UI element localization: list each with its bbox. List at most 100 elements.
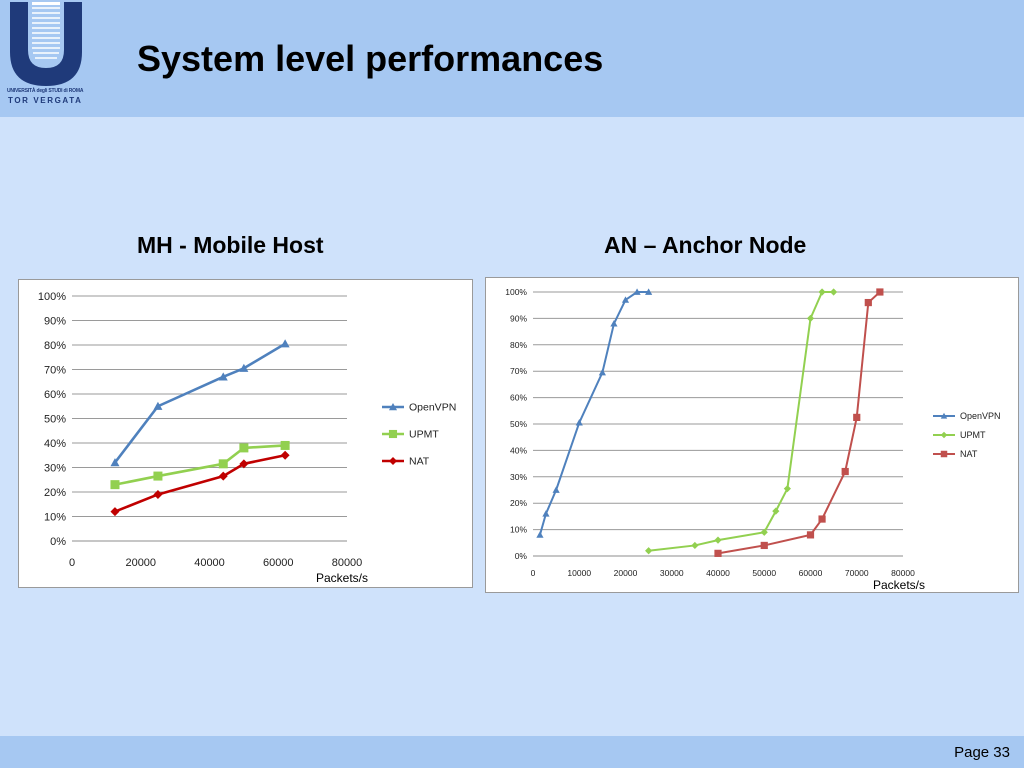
an-series-nat-point [853, 413, 861, 421]
an-series-openvpn-point [552, 486, 560, 493]
an-series-upmt-point [772, 507, 780, 515]
mh-x-tick-label: 80000 [332, 557, 363, 569]
mh-series-nat-line [114, 453, 286, 513]
an-legend-openvpn-label: OpenVPN [960, 411, 1001, 421]
an-y-tick-label: 60% [510, 393, 527, 403]
an-x-tick-label: 0 [531, 568, 536, 578]
mh-y-tick-label: 20% [44, 487, 66, 499]
an-x-tick-label: 80000 [891, 568, 915, 578]
an-y-tick-label: 30% [510, 472, 527, 482]
an-y-tick-label: 70% [510, 366, 527, 376]
an-series-nat-point [841, 467, 849, 476]
an-series-nat-point [818, 515, 826, 523]
mh-series-upmt-point [110, 480, 120, 490]
mh-y-tick-label: 30% [44, 462, 66, 474]
mh-series-openvpn-point [110, 458, 120, 467]
an-series-openvpn-point [536, 531, 544, 538]
mh-y-tick-label: 80% [44, 340, 66, 352]
an-series-nat-point [714, 549, 722, 557]
mh-x-tick-label: 40000 [194, 557, 225, 569]
an-series-openvpn-line [538, 291, 649, 536]
mh-series-nat-point [110, 507, 120, 517]
an-y-tick-label: 40% [510, 445, 527, 455]
an-y-tick-label: 90% [510, 313, 527, 323]
mh-x-tick-label: 0 [69, 557, 75, 569]
an-series-openvpn-point [598, 368, 606, 376]
an-series-nat-point [864, 298, 872, 307]
mh-y-tick-label: 100% [38, 291, 66, 303]
an-legend-openvpn-marker [940, 412, 948, 419]
mh-series-upmt-line [114, 444, 286, 486]
an-x-tick-label: 30000 [660, 568, 684, 578]
an-legend-upmt-label: UPMT [960, 430, 986, 440]
mh-y-tick-label: 50% [44, 413, 66, 425]
slide-header [0, 0, 1024, 117]
slide-title: System level performances [137, 38, 604, 79]
mh-legend-upmt-marker [388, 429, 398, 439]
mh-series-openvpn-point [218, 372, 228, 381]
an-series-upmt-point [691, 541, 699, 550]
x-axis-label-mobile-host: Packets/s [316, 571, 369, 585]
an-x-tick-label: 20000 [614, 568, 638, 578]
mh-series-nat-point [280, 450, 290, 460]
chart-mobile-host: 0% 10% 20% 30% 40% 50% 60% 70% 80% 90% 100% 0 20000 4… [18, 279, 473, 588]
mh-series-nat-point [218, 471, 228, 481]
an-y-tick-label: 10% [510, 525, 527, 535]
an-series-upmt-point [760, 528, 768, 536]
x-axis-label-anchor-node: Packets/s [873, 578, 926, 592]
mh-series-openvpn-point [280, 339, 290, 348]
an-series-openvpn-point [610, 320, 618, 327]
mh-series-upmt-point [218, 459, 228, 469]
an-x-tick-label: 40000 [706, 568, 730, 578]
mh-series-openvpn-point [239, 363, 249, 372]
an-series-nat-point [806, 531, 815, 539]
logo-line-2: TOR VERGATA [8, 96, 83, 105]
mh-legend-nat-marker [388, 456, 398, 466]
an-x-tick-label: 50000 [752, 568, 776, 578]
page-number: Page 33 [954, 744, 1010, 761]
mh-legend-openvpn-marker [388, 402, 398, 411]
chart-anchor-node-plot: 0% 10% 20% 30% 40% 50% 60% 70% 80% 90% 100% 0 10000 2… [505, 287, 1001, 578]
an-series-upmt-point [714, 536, 722, 544]
an-series-openvpn-point [645, 288, 653, 295]
chart-title-mobile-host: MH - Mobile Host [137, 232, 324, 258]
mh-legend-openvpn-label: OpenVPN [409, 402, 456, 414]
an-series-upmt-point [818, 288, 826, 296]
mh-series-nat-point [153, 489, 163, 499]
an-series-upmt-point [783, 485, 791, 493]
an-series-upmt-point [645, 547, 653, 555]
an-series-openvpn-point [621, 296, 630, 303]
mh-y-tick-label: 70% [44, 364, 66, 376]
an-x-tick-label: 10000 [567, 568, 591, 578]
an-legend-nat-label: NAT [960, 449, 978, 459]
an-series-upmt-point [830, 288, 838, 296]
chart-anchor-node: 0% 10% 20% 30% 40% 50% 60% 70% 80% 90% 100% 0 10000 2… [485, 277, 1019, 593]
an-x-tick-label: 60000 [799, 568, 823, 578]
an-series-openvpn-point [542, 510, 550, 517]
mh-x-tick-label: 60000 [263, 557, 294, 569]
an-series-openvpn-point [633, 288, 641, 295]
mh-legend-nat-label: NAT [409, 456, 430, 468]
mh-series-openvpn-point [153, 401, 163, 410]
mh-y-tick-label: 10% [44, 511, 66, 523]
logo-line-1: UNIVERSITÀ degli STUDI di ROMA [7, 88, 84, 94]
mh-series-upmt-point [280, 440, 290, 450]
an-y-tick-label: 50% [510, 419, 527, 429]
an-series-nat-point [876, 288, 884, 296]
an-series-upmt-line [648, 291, 834, 552]
an-series-nat-line [717, 291, 881, 555]
an-y-tick-label: 80% [510, 340, 527, 350]
an-legend-nat-marker [940, 450, 948, 458]
chart-mobile-host-plot: 0% 10% 20% 30% 40% 50% 60% 70% 80% 90% 100% 0 20000 4… [38, 291, 456, 569]
an-y-tick-label: 0% [515, 551, 528, 561]
an-series-nat-point [760, 541, 768, 550]
an-x-tick-label: 70000 [845, 568, 869, 578]
an-legend-upmt-marker [940, 431, 948, 439]
mh-series-upmt-point [239, 443, 249, 453]
university-logo: UNIVERSITÀ degli STUDI di ROMA TOR VERGA… [6, 2, 86, 110]
mh-series-openvpn-line [113, 342, 286, 464]
an-y-tick-label: 100% [505, 287, 527, 297]
mh-x-tick-label: 20000 [125, 557, 156, 569]
an-series-upmt-point [806, 314, 815, 322]
mh-y-tick-label: 90% [44, 315, 66, 327]
